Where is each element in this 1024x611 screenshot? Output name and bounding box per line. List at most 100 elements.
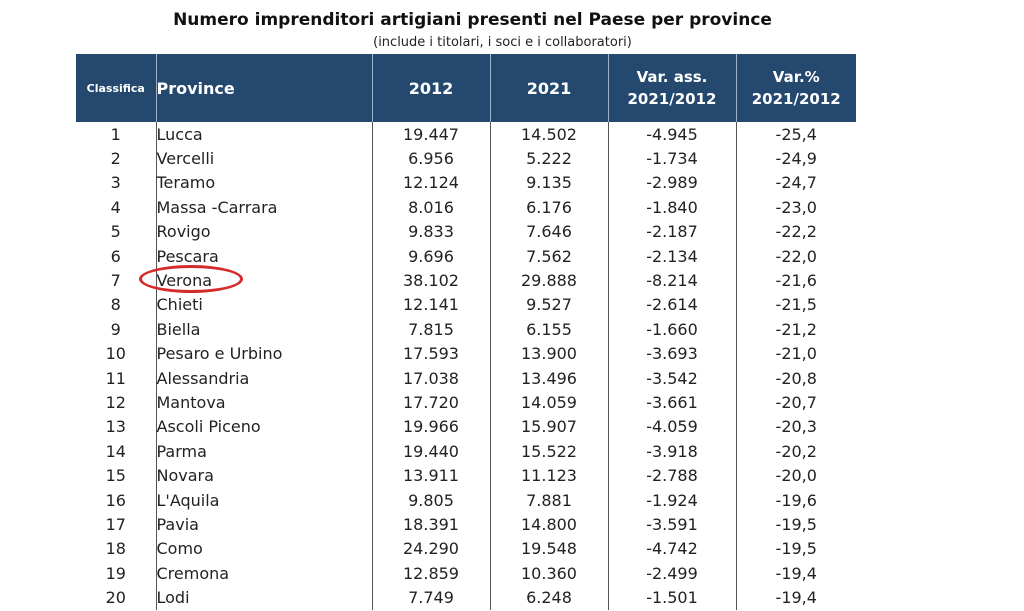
cell-2021: 29.888 (490, 268, 609, 293)
cell-2012: 13.911 (372, 463, 491, 488)
cell-var-pct: -19,5 (775, 514, 817, 534)
cell-2021: 7.646 (490, 219, 609, 244)
cell-province: Ascoli Piceno (156, 414, 373, 440)
cell-2021: 15.522 (490, 439, 609, 464)
cell-2021: 6.176 (490, 195, 609, 220)
cell-var-abs: -2.499 (608, 561, 737, 586)
cell-rank: 9 (76, 317, 157, 342)
cell-2021: 15.907 (490, 414, 609, 440)
table-row: 19 Cremona 12.859 10.360 -2.499 -19,4 (76, 561, 856, 586)
cell-2012: 24.290 (372, 536, 491, 562)
cell-2012: 7.815 (372, 317, 491, 342)
table-row: 12 Mantova 17.720 14.059 -3.661 -20,7 (76, 390, 856, 415)
table-row: 13 Ascoli Piceno 19.966 15.907 -4.059 -20,3 (76, 414, 856, 440)
cell-var-abs: -1.924 (608, 487, 737, 513)
table-row: 10 Pesaro e Urbino 17.593 13.900 -3.693 -21,0 (76, 341, 856, 366)
cell-var-abs: -2.187 (608, 219, 737, 244)
cell-var-pct: -22,0 (775, 246, 817, 266)
cell-2012: 12.141 (372, 292, 491, 318)
cell-var-pct: -21,0 (775, 344, 817, 364)
cell-var-abs: -1.840 (608, 195, 737, 220)
cell-rank: 4 (76, 195, 157, 220)
cell-province: Vercelli (156, 146, 373, 171)
header-var-pct: Var.% 2021/2012 (736, 54, 856, 122)
table-title: Numero imprenditori artigiani presenti n… (173, 10, 772, 30)
cell-var-abs: -4.945 (608, 122, 737, 147)
cell-var-pct: -20,3 (775, 417, 817, 437)
cell-2012: 8.016 (372, 195, 491, 220)
cell-var-pct: -24,9 (775, 149, 817, 169)
cell-rank: 13 (76, 414, 157, 440)
header-2012: 2012 (372, 54, 491, 122)
cell-var-abs: -3.918 (608, 439, 737, 464)
cell-var-pct: -21,6 (775, 271, 817, 291)
table-row: 4 Massa -Carrara 8.016 6.176 -1.840 -23,0 (76, 195, 856, 220)
cell-2021: 14.800 (490, 512, 609, 537)
table-row: 7 Verona 38.102 29.888 -8.214 -21,6 (76, 265, 856, 294)
table-row: 17 Pavia 18.391 14.800 -3.591 -19,5 (76, 512, 856, 537)
cell-2012: 12.124 (372, 170, 491, 196)
cell-var-abs: -1.501 (608, 585, 737, 610)
cell-rank: 11 (76, 365, 157, 391)
cell-rank: 5 (76, 219, 157, 244)
cell-2021: 6.155 (490, 317, 609, 342)
cell-rank: 19 (76, 561, 157, 586)
cell-rank: 6 (76, 243, 157, 269)
cell-province: Alessandria (156, 365, 373, 391)
table-row: 11 Alessandria 17.038 13.496 -3.542 -20,8 (76, 365, 856, 391)
cell-2012: 9.696 (372, 243, 491, 269)
cell-var-pct: -19,6 (775, 490, 817, 510)
cell-province: Pesaro e Urbino (156, 341, 373, 366)
cell-rank: 7 (76, 268, 157, 293)
table-row: 16 L'Aquila 9.805 7.881 -1.924 -19,6 (76, 487, 856, 513)
cell-province: Como (156, 536, 373, 562)
cell-province: Biella (156, 317, 373, 342)
header-var-abs: Var. ass. 2021/2012 (608, 54, 737, 122)
cell-province: L'Aquila (156, 487, 373, 513)
cell-var-abs: -4.059 (608, 414, 737, 440)
cell-var-abs: -4.742 (608, 536, 737, 562)
cell-province: Chieti (156, 292, 373, 318)
cell-rank: 14 (76, 439, 157, 464)
cell-province: Massa -Carrara (156, 195, 373, 220)
cell-province: Teramo (156, 170, 373, 196)
cell-2021: 7.881 (490, 487, 609, 513)
header-province: Province (156, 54, 373, 122)
cell-2012: 18.391 (372, 512, 491, 537)
table-row: 14 Parma 19.440 15.522 -3.918 -20,2 (76, 439, 856, 464)
cell-2021: 14.502 (490, 122, 609, 147)
cell-2021: 19.548 (490, 536, 609, 562)
cell-province: Lodi (156, 585, 373, 610)
cell-var-pct: -19,4 (775, 563, 817, 583)
cell-var-pct: -24,7 (775, 173, 817, 193)
header-row: Classifica Province 2012 2021 Var. ass. … (76, 54, 856, 122)
cell-2012: 19.966 (372, 414, 491, 440)
cell-var-abs: -2.134 (608, 243, 737, 269)
cell-province: Novara (156, 463, 373, 488)
cell-2021: 14.059 (490, 390, 609, 415)
header-var-abs-line2: 2021/2012 (627, 90, 717, 108)
cell-2012: 17.593 (372, 341, 491, 366)
header-var-pct-line2: 2021/2012 (751, 90, 841, 108)
cell-rank: 18 (76, 536, 157, 562)
cell-var-abs: -3.661 (608, 390, 737, 415)
table-row: 9 Biella 7.815 6.155 -1.660 -21,2 (76, 317, 856, 342)
cell-rank: 12 (76, 390, 157, 415)
cell-rank: 2 (76, 146, 157, 171)
cell-2021: 6.248 (490, 585, 609, 610)
cell-2021: 5.222 (490, 146, 609, 171)
cell-var-pct: -19,4 (775, 588, 817, 608)
table-row: 3 Teramo 12.124 9.135 -2.989 -24,7 (76, 170, 856, 196)
cell-2021: 13.496 (490, 365, 609, 391)
cell-2012: 38.102 (372, 268, 491, 293)
cell-2021: 10.360 (490, 561, 609, 586)
cell-var-pct: -22,2 (775, 222, 817, 242)
cell-2012: 9.833 (372, 219, 491, 244)
cell-rank: 10 (76, 341, 157, 366)
table-row: 20 Lodi 7.749 6.248 -1.501 -19,4 (76, 585, 856, 610)
cell-province: Pescara (156, 243, 373, 269)
table-row: 6 Pescara 9.696 7.562 -2.134 -22,0 (76, 243, 856, 269)
cell-var-abs: -2.614 (608, 292, 737, 318)
cell-rank: 20 (76, 585, 157, 610)
cell-2021: 13.900 (490, 341, 609, 366)
